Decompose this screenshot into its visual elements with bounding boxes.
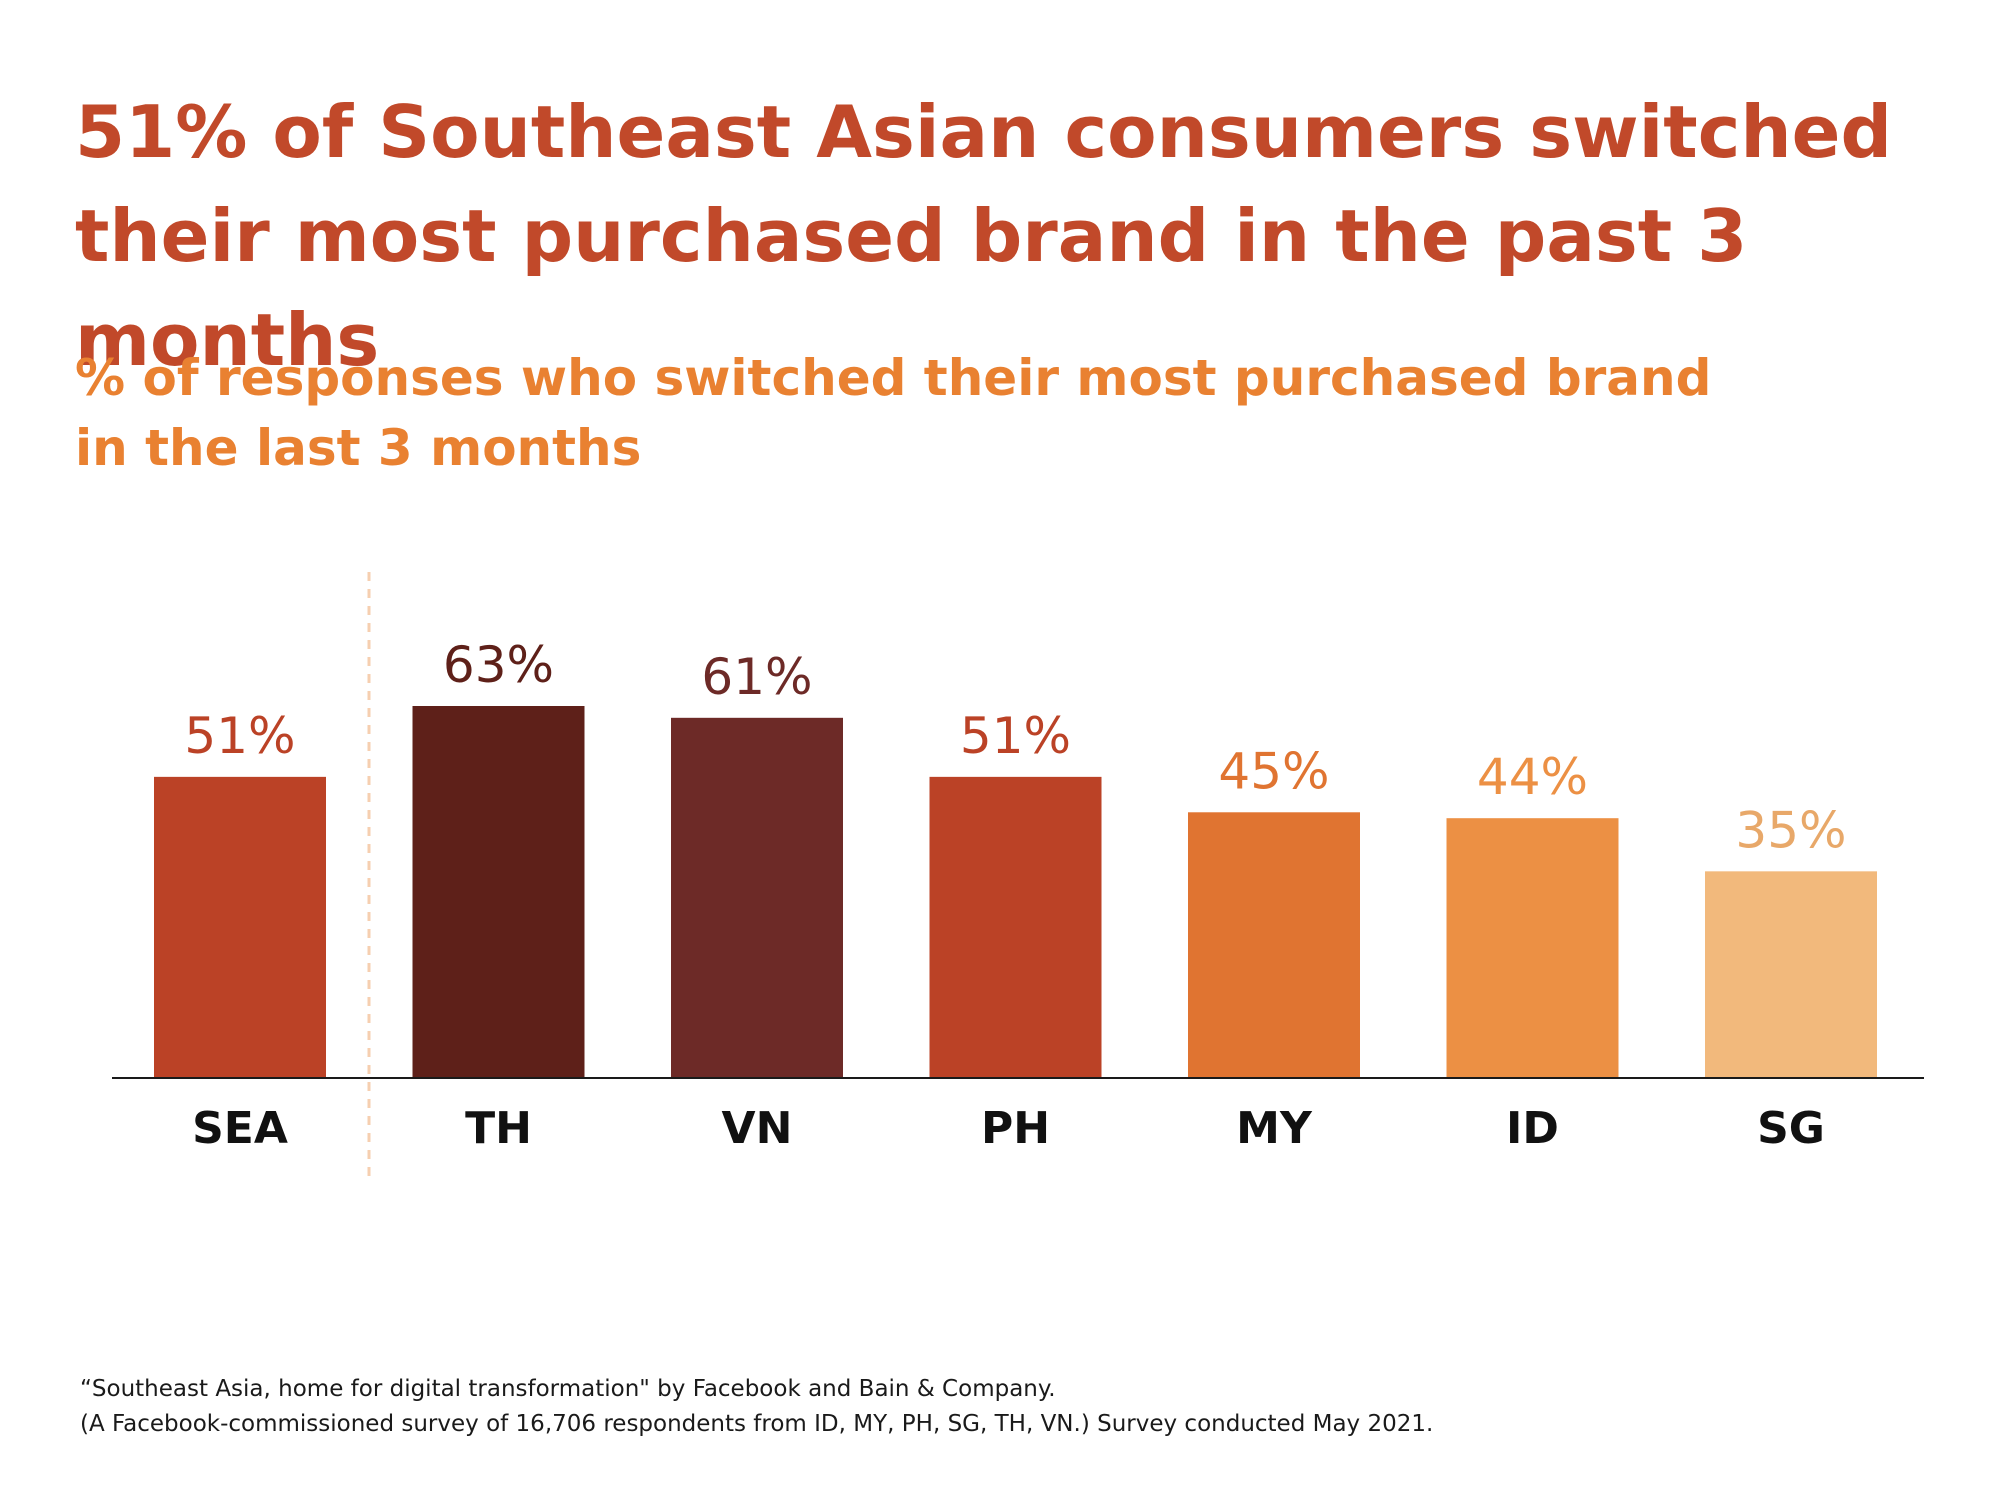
category-label-th: TH	[465, 1103, 532, 1154]
chart-title: 51% of Southeast Asian consumers switche…	[75, 80, 1975, 392]
bar-my	[1188, 812, 1360, 1078]
bar-th	[412, 706, 585, 1078]
data-label-my: 45%	[1218, 742, 1329, 800]
source-footnote: “Southeast Asia, home for digital transf…	[80, 1372, 1433, 1442]
category-label-vn: VN	[722, 1103, 793, 1154]
bar-id	[1446, 818, 1619, 1078]
chart-title-line-1: 51% of Southeast Asian consumers switche…	[75, 90, 1893, 174]
bar-chart: 51% SEA 63% TH 61% VN 51% PH 45% MY 44% ID 35% SG	[112, 572, 1924, 1180]
category-label-id: ID	[1506, 1103, 1559, 1154]
data-label-vn: 61%	[701, 648, 812, 706]
source-footnote-line-2: (A Facebook-commissioned survey of 16,70…	[80, 1411, 1434, 1437]
category-label-ph: PH	[981, 1103, 1050, 1154]
data-label-id: 44%	[1477, 748, 1588, 806]
source-footnote-line-1: “Southeast Asia, home for digital transf…	[80, 1376, 1056, 1402]
bar-ph	[929, 776, 1102, 1078]
data-label-sea: 51%	[184, 707, 295, 765]
chart-subtitle: % of responses who switched their most p…	[75, 343, 1875, 483]
bar-sg	[1705, 871, 1877, 1078]
bar-vn	[671, 717, 843, 1078]
chart-subtitle-line-2: in the last 3 months	[75, 419, 642, 477]
category-label-sea: SEA	[192, 1103, 288, 1154]
data-label-ph: 51%	[960, 707, 1071, 765]
category-label-sg: SG	[1757, 1103, 1825, 1154]
chart-subtitle-line-1: % of responses who switched their most p…	[75, 349, 1712, 407]
bar-sea	[154, 776, 326, 1078]
data-label-th: 63%	[443, 636, 554, 694]
data-label-sg: 35%	[1735, 801, 1846, 859]
chart-title-line-2: their most purchased brand in the past 3…	[75, 194, 1748, 382]
category-label-my: MY	[1236, 1103, 1313, 1154]
